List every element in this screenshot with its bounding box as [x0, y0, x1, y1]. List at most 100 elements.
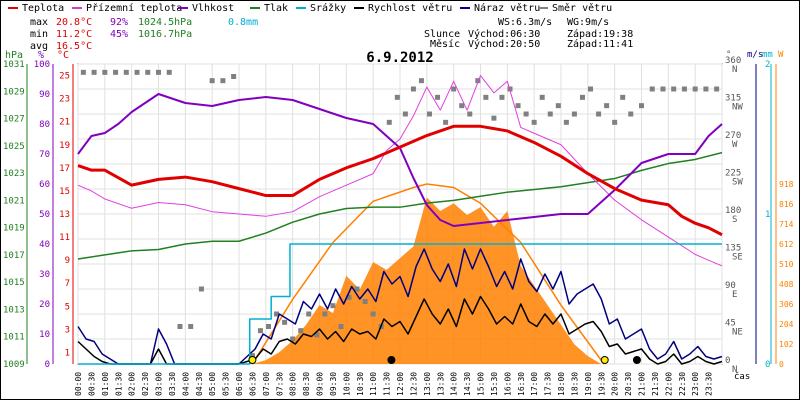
wind-direction-point [483, 94, 489, 100]
wind-direction-point [156, 69, 161, 75]
wind-direction-point [338, 324, 344, 329]
humidity-tick-label: 70 [39, 150, 50, 160]
temp-tick-label: 15 [59, 187, 70, 197]
wind-direction-point [692, 86, 698, 92]
wind-direction-point [523, 111, 529, 117]
wind-direction-point [306, 311, 312, 317]
humidity-tick-label: 0 [45, 360, 50, 370]
time-tick-label: 19:30 [597, 372, 606, 396]
legend-label: Směr větru [552, 2, 612, 14]
stats-max-label: max [30, 17, 48, 28]
plot-area [77, 69, 723, 365]
time-tick-label: 04:00 [181, 372, 190, 396]
pressure-tick-label: 1031 [3, 60, 25, 70]
time-tick-label: 07:30 [275, 372, 284, 396]
humidity-tick-label: 60 [39, 180, 50, 190]
time-tick-label: 09:30 [329, 372, 338, 396]
legend-label: Vlhkost [192, 3, 234, 14]
wind-direction-point [475, 78, 481, 84]
legend-label: Rychlost větru [368, 2, 452, 14]
unit-mm: mm [762, 50, 773, 60]
unit-ms: m/s [747, 50, 763, 60]
time-tick-label: 03:00 [155, 372, 164, 396]
time-tick-label: 09:00 [316, 372, 325, 396]
rain-line [78, 243, 722, 365]
wind-direction-point [539, 94, 545, 100]
wind-direction-point [628, 111, 634, 117]
wind-direction-point [274, 311, 280, 317]
time-tick-label: 11:00 [369, 372, 378, 396]
stats-min-label: min [30, 29, 48, 40]
direction-tick-label: NE [732, 328, 743, 338]
time-tick-label: 15:00 [477, 372, 486, 396]
wind-direction-point [435, 94, 441, 100]
time-tick-label: 22:00 [664, 372, 673, 396]
time-axis: 00:00 00:30 01:00 01:30 02:00 02:30 03:00 03:30… [74, 372, 714, 396]
humidity-tick-label: 100 [34, 60, 50, 70]
wind-direction-point [257, 328, 263, 334]
moon-rise: Východ:20:50 [468, 38, 540, 50]
time-tick-label: 01:00 [101, 372, 110, 396]
stats-block: max 20.8°C 92% 1024.5hPa 0.8mm min 11.2°… [30, 17, 258, 52]
wind-direction-point [220, 78, 226, 84]
wind-direction-point [91, 69, 97, 75]
unit-degc: °C [57, 50, 69, 61]
time-tick-label: 05:30 [222, 372, 231, 396]
wind-direction-point [612, 119, 618, 125]
sunrise-marker [248, 356, 257, 364]
solar-tick-label: 918 [779, 180, 794, 189]
wind-direction-point [571, 111, 577, 117]
wind-direction-point [671, 86, 677, 92]
temp-tick-label: 1 [65, 348, 70, 358]
time-tick-label: 06:30 [248, 372, 257, 396]
time-tick-label: 13:30 [436, 372, 445, 396]
temp-tick-label: 17 [59, 164, 70, 174]
pressure-line [77, 151, 723, 260]
wind-direction-point [266, 324, 272, 329]
time-tick-label: 08:30 [302, 372, 311, 396]
direction-tick-label: NW [732, 103, 743, 113]
wind-direction-point [330, 303, 336, 309]
time-tick-label: 22:30 [678, 372, 687, 396]
time-tick-label: 02:00 [128, 372, 137, 396]
wind-direction-point [491, 115, 497, 121]
time-tick-label: 08:00 [289, 372, 298, 396]
info-block: WS:6.3m/s WG:9m/s Slunce Východ:06:30 Zá… [424, 17, 633, 50]
wind-direction-point [451, 86, 457, 92]
pressure-tick-label: 1013 [3, 305, 25, 315]
wind-direction-point [427, 111, 433, 117]
direction-tick-label: 45 [725, 319, 736, 329]
wind-wg: WG:9m/s [567, 17, 609, 28]
unit-w: W [778, 50, 784, 60]
time-tick-label: 21:00 [638, 372, 647, 396]
wind-direction-point [410, 86, 416, 92]
stats-avg-temp: 16.5°C [56, 41, 92, 52]
wind-direction-point [604, 103, 610, 109]
wind-direction-point [322, 311, 328, 317]
time-tick-label: 02:30 [141, 372, 150, 396]
time-tick-label: 18:30 [570, 372, 579, 396]
wind-direction-point [402, 111, 408, 117]
time-tick-label: 14:30 [463, 372, 472, 396]
temp-tick-label: 7 [65, 279, 70, 289]
legend: Teplota Přízemní teplota Vlhkost Tlak Srážky… [8, 2, 612, 14]
pressure-tick-label: 1019 [3, 224, 25, 234]
time-tick-label: 10:30 [356, 372, 365, 396]
wind-direction-point [231, 74, 237, 79]
pressure-tick-label: 1027 [3, 115, 25, 125]
direction-tick-label: 135 [725, 244, 741, 254]
wind-tick-label: 0 [765, 360, 770, 370]
pressure-tick-label: 1011 [3, 333, 25, 343]
temp-tick-label: 11 [59, 233, 70, 243]
legend-label: Přízemní teplota [86, 2, 182, 14]
pressure-tick-label: 1009 [3, 360, 25, 370]
time-tick-label: 12:00 [396, 372, 405, 396]
wind-direction-point [166, 69, 172, 75]
wind-direction-point [282, 319, 288, 325]
wind-direction-point [579, 94, 585, 100]
wind-direction-point [515, 103, 521, 109]
sun-set: Západ:19:38 [567, 28, 633, 40]
direction-tick-label: 225 [725, 169, 741, 179]
wind-direction-point [134, 69, 140, 75]
